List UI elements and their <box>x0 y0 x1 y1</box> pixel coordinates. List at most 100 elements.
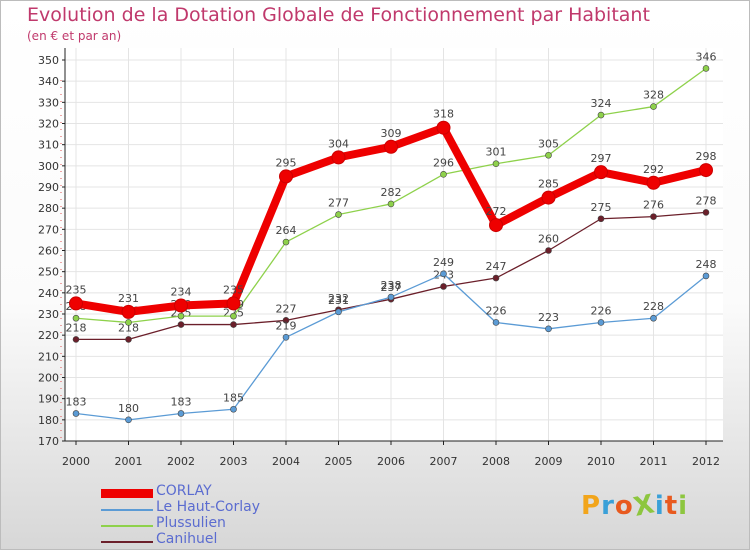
data-label: 282 <box>381 186 402 199</box>
y-tick-label: 190 <box>38 393 59 406</box>
data-point <box>699 163 713 178</box>
x-tick-label: 2004 <box>272 455 300 468</box>
data-label: 304 <box>328 137 349 150</box>
x-tick-label: 2008 <box>482 455 510 468</box>
y-tick-label: 220 <box>38 329 59 342</box>
data-label: 183 <box>171 395 192 408</box>
data-label: 235 <box>223 283 244 296</box>
x-tick-label: 2005 <box>325 455 353 468</box>
logo-letter: i <box>654 491 665 521</box>
data-label: 328 <box>643 89 664 102</box>
data-point <box>702 209 710 216</box>
data-label: 234 <box>171 286 192 299</box>
data-point <box>282 317 290 324</box>
x-tick-label: 2010 <box>587 455 615 468</box>
data-point <box>489 218 503 233</box>
x-tick-label: 2001 <box>115 455 143 468</box>
data-point <box>335 211 342 218</box>
legend-swatch <box>101 489 153 498</box>
data-point <box>72 336 80 343</box>
data-point <box>492 274 500 282</box>
y-tick-label: 290 <box>38 181 59 194</box>
y-tick-label: 180 <box>38 414 59 427</box>
data-point <box>436 120 451 135</box>
logo-letter: t <box>664 491 679 521</box>
data-point <box>230 405 237 413</box>
data-label: 228 <box>643 300 664 313</box>
data-label: 264 <box>276 224 297 237</box>
data-point <box>72 410 80 417</box>
data-label: 218 <box>66 321 87 334</box>
x-tick-label: 2002 <box>167 455 195 468</box>
data-label: 185 <box>223 391 244 404</box>
data-point <box>650 314 657 322</box>
x-tick-label: 2000 <box>62 455 90 468</box>
data-point <box>545 247 552 254</box>
x-tick-label: 2009 <box>535 455 563 468</box>
y-tick-label: 170 <box>38 435 59 448</box>
data-label: 295 <box>276 156 297 169</box>
proxiti-logo: ProXiti <box>581 489 688 523</box>
data-point <box>492 160 500 168</box>
data-point <box>702 65 710 72</box>
legend-swatch <box>101 525 153 527</box>
data-label: 218 <box>118 321 139 334</box>
data-label: 223 <box>538 311 559 324</box>
data-label: 297 <box>591 152 612 165</box>
data-point <box>230 312 237 320</box>
data-label: 249 <box>433 256 454 269</box>
logo-letter: r <box>601 491 615 521</box>
y-tick-label: 310 <box>38 139 59 152</box>
logo-letter: P <box>581 491 602 521</box>
plot-area <box>65 48 723 441</box>
data-label: 285 <box>538 178 559 191</box>
data-point <box>69 296 83 311</box>
y-tick-label: 320 <box>38 118 59 131</box>
data-point <box>387 293 395 301</box>
data-point <box>125 319 132 326</box>
x-tick-label: 2007 <box>430 455 458 468</box>
data-point <box>646 175 661 190</box>
data-label: 275 <box>591 201 612 214</box>
data-point <box>597 215 605 223</box>
legend-label: CORLAY <box>156 483 212 499</box>
data-point <box>174 298 188 313</box>
data-label: 227 <box>276 302 297 315</box>
data-point <box>440 270 447 278</box>
x-tick-label: 2006 <box>377 455 405 468</box>
data-point <box>177 410 185 417</box>
x-tick-label: 2011 <box>640 455 668 468</box>
data-point <box>594 165 608 180</box>
y-tick-label: 340 <box>38 75 59 88</box>
data-point <box>230 321 237 328</box>
y-tick-label: 250 <box>38 266 59 279</box>
data-label: 305 <box>538 137 559 150</box>
data-point <box>545 325 552 333</box>
series-corlay: 235 231 234 235 295 304 309 318 272 285 297 292 298 <box>66 108 717 319</box>
data-point <box>387 200 395 208</box>
data-label: 235 <box>66 283 87 296</box>
y-tick-label: 240 <box>38 287 59 300</box>
data-point <box>545 151 552 159</box>
legend-label: Le Haut-Corlay <box>156 499 260 515</box>
logo-letter: X <box>630 489 658 523</box>
data-point <box>279 169 293 184</box>
data-point <box>177 312 185 320</box>
x-tick-label: 2012 <box>692 455 720 468</box>
data-point <box>125 416 132 424</box>
data-point <box>492 319 500 326</box>
data-label: 301 <box>486 146 507 159</box>
y-tick-label: 330 <box>38 96 59 109</box>
legend-label: Plussulien <box>156 515 226 531</box>
data-label: 318 <box>433 108 454 121</box>
data-point <box>177 321 185 328</box>
y-tick-label: 230 <box>38 308 59 321</box>
data-point <box>597 111 605 119</box>
data-label: 346 <box>696 50 717 63</box>
y-tick-label: 260 <box>38 245 59 258</box>
legend-swatch <box>101 509 153 511</box>
data-point <box>541 190 556 205</box>
data-point <box>72 314 80 322</box>
data-point <box>121 304 136 319</box>
